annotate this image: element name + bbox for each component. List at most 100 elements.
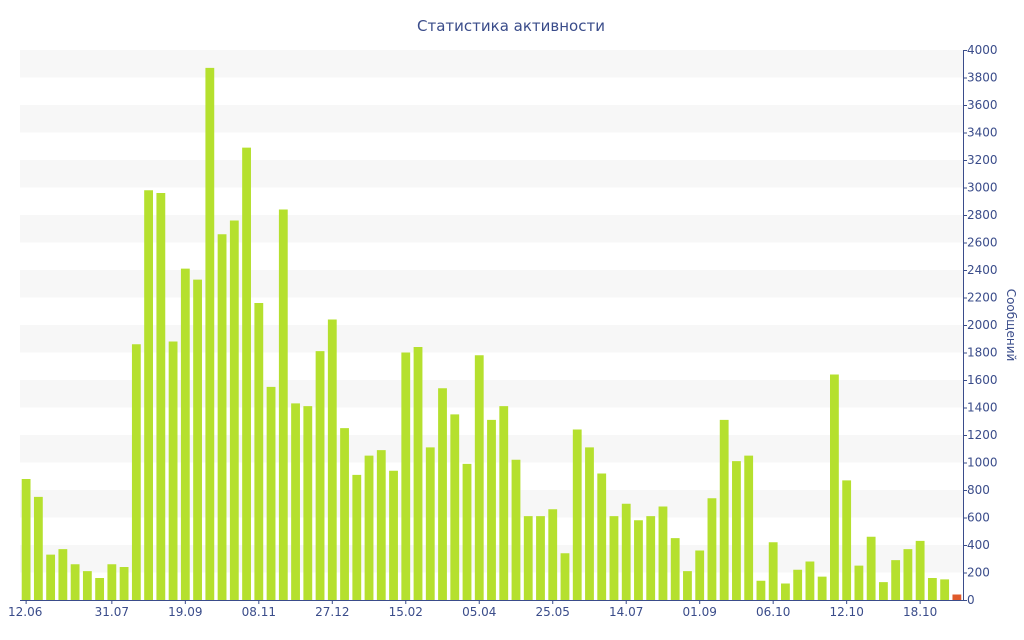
bar[interactable] [572, 429, 582, 601]
bar[interactable] [523, 516, 533, 601]
bar[interactable] [217, 234, 227, 600]
x-tick-label: 25.05 [536, 605, 570, 619]
y-tick-label: 3200 [967, 153, 998, 167]
bar[interactable] [462, 463, 472, 601]
y-tick-label: 1200 [967, 428, 998, 442]
x-tick-label: 15.02 [389, 605, 423, 619]
bar[interactable] [536, 516, 545, 601]
y-tick-label: 1400 [967, 401, 998, 415]
y-tick-label: 2800 [967, 208, 998, 222]
bar[interactable] [903, 549, 913, 601]
bar[interactable] [156, 193, 166, 600]
bar[interactable] [425, 447, 435, 601]
bar[interactable] [438, 388, 447, 600]
bar[interactable] [352, 474, 362, 601]
bar[interactable] [940, 579, 950, 601]
x-tick-label: 18.10 [903, 605, 937, 619]
bar[interactable] [805, 561, 815, 601]
bar[interactable] [168, 341, 178, 601]
bar[interactable] [266, 386, 276, 601]
y-tick-label: 2600 [967, 236, 998, 250]
bar[interactable] [609, 516, 619, 601]
bar[interactable] [597, 473, 607, 601]
bar[interactable] [95, 578, 105, 600]
y-axis-ticks: 0 200 400 600 800 1000 1200 1400 1600 1800 2000 220… [963, 43, 998, 607]
bar[interactable] [830, 374, 839, 601]
bar[interactable] [82, 571, 92, 601]
x-tick-label: 08.11 [242, 605, 276, 619]
bar[interactable] [560, 553, 570, 600]
y-axis-label: Сообщений [1004, 289, 1018, 362]
bar[interactable] [768, 542, 778, 600]
bar[interactable] [242, 147, 251, 601]
bar[interactable] [413, 347, 423, 600]
bar[interactable] [46, 554, 56, 601]
bar[interactable] [952, 594, 962, 601]
bar[interactable] [364, 455, 374, 601]
bar[interactable] [180, 268, 190, 601]
bar[interactable] [585, 447, 594, 601]
bar[interactable] [548, 509, 558, 600]
bar[interactable] [131, 344, 141, 600]
x-tick-label: 06.10 [756, 605, 790, 619]
bar[interactable] [695, 550, 705, 601]
bar[interactable] [793, 569, 803, 600]
bar[interactable] [719, 419, 729, 601]
bar[interactable] [327, 319, 337, 601]
y-tick-label: 3600 [967, 98, 998, 112]
bar[interactable] [707, 498, 717, 600]
bar[interactable] [732, 461, 741, 601]
bar[interactable] [193, 279, 202, 601]
bar[interactable] [474, 355, 484, 600]
bar[interactable] [70, 564, 80, 600]
bar[interactable] [499, 406, 509, 601]
bar[interactable] [511, 459, 521, 600]
bar[interactable] [450, 414, 460, 601]
bar[interactable] [817, 576, 827, 601]
bar[interactable] [291, 403, 300, 601]
bar[interactable] [756, 580, 766, 600]
bars-group [21, 67, 962, 601]
bar[interactable] [744, 455, 754, 601]
bar[interactable] [487, 419, 496, 601]
bar[interactable] [658, 506, 668, 601]
grid-band [20, 105, 963, 133]
bar[interactable] [205, 67, 215, 601]
bar[interactable] [842, 480, 852, 601]
x-tick-label: 12.10 [829, 605, 863, 619]
bar[interactable] [401, 352, 411, 601]
bar[interactable] [21, 479, 31, 600]
bar[interactable] [854, 565, 864, 601]
bar[interactable] [376, 450, 386, 601]
bar[interactable] [254, 303, 264, 600]
bar[interactable] [303, 406, 313, 601]
bar[interactable] [119, 567, 129, 600]
bar[interactable] [683, 571, 692, 601]
bar[interactable] [229, 220, 239, 601]
bar[interactable] [340, 428, 349, 601]
bar[interactable] [670, 538, 680, 601]
bar[interactable] [927, 578, 937, 600]
bar[interactable] [389, 470, 398, 600]
grid-band [20, 215, 963, 243]
bar[interactable] [315, 351, 325, 601]
y-tick-label: 3800 [967, 71, 998, 85]
bar[interactable] [634, 520, 643, 600]
bar[interactable] [915, 540, 925, 601]
bar[interactable] [107, 564, 117, 600]
bar[interactable] [891, 560, 901, 601]
y-tick-label: 0 [967, 593, 975, 607]
bar[interactable] [878, 582, 888, 601]
y-tick-label: 2200 [967, 291, 998, 305]
bar[interactable] [58, 549, 68, 601]
x-tick-label: 27.12 [315, 605, 349, 619]
grid-bands [20, 50, 963, 573]
bar[interactable] [144, 190, 153, 600]
bar[interactable] [621, 503, 631, 600]
bar[interactable] [781, 583, 790, 601]
bar[interactable] [646, 516, 656, 601]
bar[interactable] [33, 496, 43, 601]
bar[interactable] [278, 209, 288, 601]
bar[interactable] [866, 536, 876, 600]
